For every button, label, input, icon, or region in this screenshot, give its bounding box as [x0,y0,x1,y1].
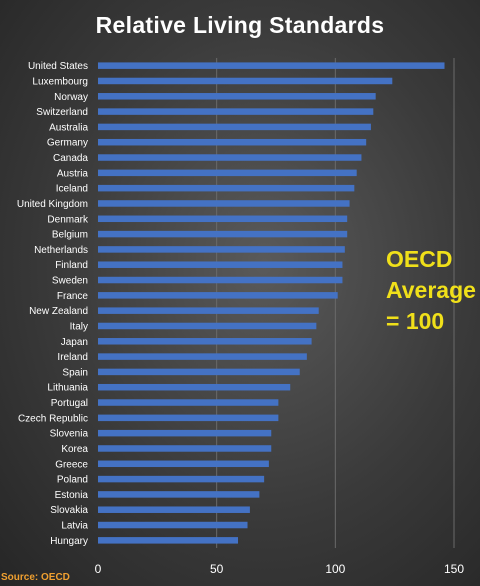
bar [98,93,376,100]
bar [98,475,265,483]
category-label: Norway [54,92,88,103]
category-label: Poland [57,475,88,486]
bar [98,445,272,452]
bar [98,169,357,177]
annotation-line: OECD [386,246,453,272]
bar [98,215,348,223]
category-labels: United States Luxembourg Norway Switzerland… [17,61,89,547]
bar [98,200,350,207]
annotation-line: = 100 [386,308,445,334]
category-label: Ireland [57,352,88,363]
category-label: Hungary [50,536,88,547]
bar [98,399,279,406]
bar [98,322,317,330]
bar [98,292,338,299]
annotation-line: Average [386,277,476,303]
bar [98,383,291,391]
category-label: Finland [55,260,88,271]
category-label: Canada [53,153,88,164]
category-label: New Zealand [29,306,88,317]
category-label: Slovenia [50,429,89,440]
x-tick-label: 0 [95,562,102,576]
category-label: Netherlands [34,245,88,256]
category-label: Greece [55,459,88,470]
bars [98,62,445,544]
category-label: Switzerland [36,107,88,118]
category-label: Iceland [56,184,88,195]
oecd-average-annotation: OECD Average = 100 [386,244,480,337]
bar [98,307,319,314]
x-tick-labels: 0 50 100 150 [95,562,465,576]
bar [98,77,393,85]
x-tick-label: 100 [325,562,345,576]
category-label: Sweden [52,276,88,287]
category-label: Czech Republic [18,413,88,424]
bar [98,230,348,238]
category-label: Australia [49,122,88,133]
x-tick-label: 50 [210,562,224,576]
bar [98,368,300,376]
bar [98,62,445,69]
category-label: Lithuania [47,383,88,394]
bar [98,537,239,544]
category-label: United Kingdom [17,199,88,210]
category-label: Luxembourg [32,76,88,87]
category-label: Latvia [61,521,88,532]
chart-title: Relative Living Standards [95,12,385,38]
bar [98,108,374,115]
bar [98,429,272,437]
bar [98,491,260,498]
category-label: Germany [47,138,88,149]
bar [98,261,343,268]
bar [98,338,312,345]
bar [98,138,367,146]
source-note: Source: OECD [1,572,70,583]
bar [98,460,269,468]
category-label: Korea [61,444,88,455]
category-label: Denmark [47,214,89,225]
category-label: Italy [70,321,88,332]
category-label: United States [28,61,88,72]
category-label: Austria [57,168,89,179]
category-label: Slovakia [50,505,88,516]
category-label: Estonia [55,490,89,501]
bar [98,154,362,161]
category-label: Spain [62,367,88,378]
x-tick-label: 150 [444,562,464,576]
bar [98,276,343,284]
category-label: France [57,291,89,302]
category-label: Belgium [52,230,88,241]
bar [98,246,345,253]
bar [98,353,307,360]
category-label: Portugal [51,398,88,409]
category-label: Japan [61,337,88,348]
bar [98,506,250,513]
bar [98,184,355,192]
bar [98,123,371,131]
bar [98,414,279,422]
bar [98,521,248,529]
